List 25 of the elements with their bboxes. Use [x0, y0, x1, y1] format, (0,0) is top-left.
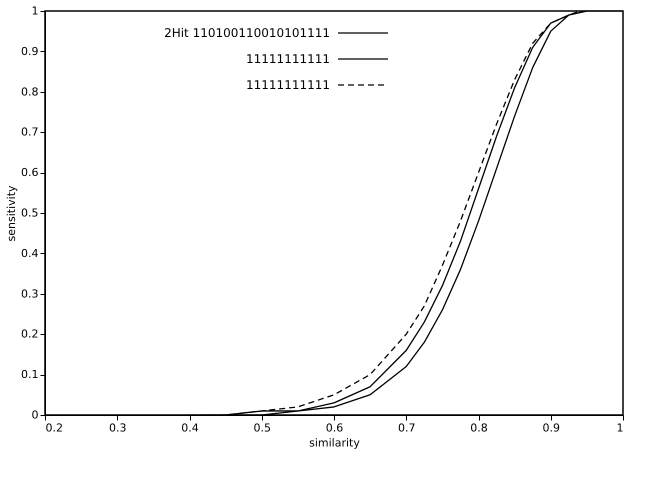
x-tick-label: 0.9: [542, 422, 560, 434]
y-tick-label: 1: [32, 4, 38, 18]
legend-label: 11111111111: [246, 78, 330, 92]
x-tick-label: 0.6: [326, 422, 344, 434]
x-tick-label: 0.3: [109, 422, 126, 434]
x-axis-title: similarity: [309, 436, 360, 450]
y-tick-label: 0.1: [21, 368, 38, 382]
y-tick-label: 0.5: [21, 206, 38, 220]
x-tick-label: 0.2: [46, 422, 63, 434]
x-tick-label: 0.5: [254, 422, 271, 434]
legend-label: 11111111111: [246, 52, 330, 66]
y-tick-label: 0.4: [21, 246, 38, 260]
x-tick-label: 1: [616, 422, 624, 434]
y-tick-label: 0.7: [21, 126, 38, 139]
x-tick-label: 0.7: [398, 422, 416, 434]
legend-label: 2Hit 110100110010101111: [164, 26, 330, 40]
y-tick-label: 0.2: [21, 328, 38, 341]
y-axis-title: sensitivity: [5, 185, 18, 242]
y-tick-label: 0.8: [21, 85, 38, 98]
y-tick-label: 0.3: [21, 287, 38, 300]
y-tick-label: 0: [32, 408, 38, 422]
x-tick-label: 0.4: [181, 422, 199, 434]
x-tick-label: 0.8: [470, 422, 488, 434]
y-tick-label: 0.6: [21, 166, 38, 180]
y-tick-label: 0.9: [21, 44, 38, 58]
